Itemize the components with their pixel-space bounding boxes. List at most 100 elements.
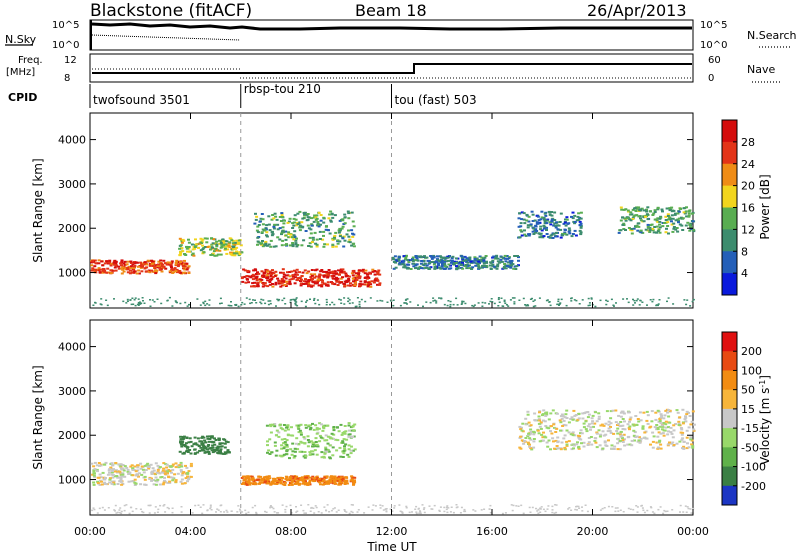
data-cell bbox=[286, 271, 289, 274]
data-cell bbox=[435, 300, 438, 302]
data-cell bbox=[272, 272, 276, 275]
data-cell bbox=[664, 423, 668, 426]
data-cell bbox=[422, 259, 426, 262]
data-cell bbox=[436, 259, 440, 262]
data-cell bbox=[542, 235, 546, 238]
data-cell bbox=[219, 253, 223, 256]
data-cell bbox=[415, 257, 419, 260]
data-cell bbox=[355, 274, 359, 277]
y-tick-label: 4000 bbox=[58, 341, 86, 354]
data-cell bbox=[450, 506, 453, 508]
data-cell bbox=[307, 279, 311, 281]
data-cell bbox=[282, 222, 286, 225]
data-cell bbox=[281, 299, 284, 302]
data-cell bbox=[617, 510, 620, 512]
data-cell bbox=[154, 483, 158, 486]
data-cell bbox=[618, 433, 622, 436]
data-cell bbox=[178, 254, 182, 257]
data-cell bbox=[168, 261, 172, 264]
data-cell bbox=[119, 480, 123, 483]
data-cell bbox=[538, 425, 542, 428]
data-cell bbox=[500, 260, 504, 263]
data-cell bbox=[527, 421, 531, 424]
data-cell bbox=[655, 219, 659, 222]
data-cell bbox=[553, 426, 556, 429]
data-cell bbox=[333, 482, 337, 485]
data-cell bbox=[159, 265, 163, 267]
data-cell bbox=[162, 467, 166, 470]
data-cell bbox=[666, 433, 670, 436]
data-cell bbox=[637, 206, 641, 209]
data-cell bbox=[449, 511, 452, 513]
data-cell bbox=[311, 238, 315, 241]
data-cell bbox=[261, 245, 265, 248]
colorbar-swatch bbox=[722, 120, 737, 143]
data-cell bbox=[256, 240, 260, 243]
data-cell bbox=[339, 476, 343, 479]
data-cell bbox=[393, 507, 396, 509]
data-cell bbox=[176, 472, 180, 475]
data-cell bbox=[162, 265, 165, 268]
data-cell bbox=[281, 280, 285, 283]
data-cell bbox=[92, 474, 96, 477]
data-cell bbox=[132, 271, 136, 274]
data-cell bbox=[119, 262, 123, 265]
data-cell bbox=[520, 234, 524, 237]
data-cell bbox=[149, 504, 152, 507]
data-cell bbox=[92, 472, 96, 475]
data-cell bbox=[219, 448, 223, 451]
data-cell bbox=[399, 510, 402, 512]
data-cell bbox=[268, 270, 272, 273]
data-cell bbox=[311, 278, 314, 280]
data-cell bbox=[364, 276, 367, 279]
data-cell bbox=[130, 271, 134, 274]
data-cell bbox=[280, 447, 284, 450]
data-cell bbox=[303, 451, 307, 453]
data-cell bbox=[616, 427, 620, 430]
data-cell bbox=[113, 266, 117, 269]
data-cell bbox=[284, 238, 288, 241]
data-cell bbox=[347, 444, 351, 447]
data-cell bbox=[661, 210, 664, 213]
data-cell bbox=[670, 214, 674, 217]
data-cell bbox=[103, 463, 107, 466]
data-cell bbox=[219, 302, 221, 305]
data-cell bbox=[98, 483, 102, 486]
data-cell bbox=[90, 269, 94, 272]
data-cell bbox=[179, 252, 183, 255]
data-cell bbox=[649, 299, 652, 301]
data-cell bbox=[687, 507, 690, 510]
data-cell bbox=[337, 280, 341, 283]
data-cell bbox=[327, 482, 330, 485]
data-cell bbox=[560, 413, 564, 416]
data-cell bbox=[343, 445, 346, 448]
data-cell bbox=[537, 418, 541, 421]
data-cell bbox=[690, 439, 694, 442]
data-cell bbox=[203, 446, 207, 449]
data-cell bbox=[143, 261, 147, 264]
data-cell bbox=[267, 449, 271, 452]
data-cell bbox=[154, 462, 158, 465]
data-cell bbox=[346, 453, 350, 456]
data-cell bbox=[537, 422, 541, 425]
data-cell bbox=[295, 221, 299, 224]
data-cell bbox=[184, 254, 188, 256]
data-cell bbox=[578, 229, 582, 232]
data-cell bbox=[509, 261, 513, 264]
data-cell bbox=[266, 440, 269, 443]
data-cell bbox=[658, 217, 662, 220]
data-cell bbox=[276, 277, 280, 280]
data-cell bbox=[314, 242, 318, 245]
data-cell bbox=[186, 475, 189, 478]
data-cell bbox=[628, 425, 632, 428]
data-cell bbox=[651, 227, 655, 230]
data-cell bbox=[435, 260, 438, 263]
data-cell bbox=[462, 300, 465, 303]
data-cell bbox=[391, 256, 395, 259]
data-cell bbox=[201, 512, 204, 515]
data-cell bbox=[479, 260, 483, 263]
data-cell bbox=[536, 215, 540, 218]
data-cell bbox=[586, 510, 589, 513]
data-cell bbox=[654, 218, 658, 221]
data-cell bbox=[327, 229, 330, 232]
